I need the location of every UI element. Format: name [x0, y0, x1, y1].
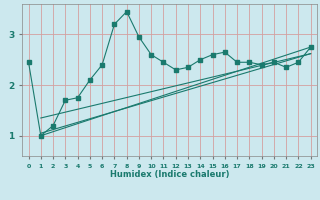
X-axis label: Humidex (Indice chaleur): Humidex (Indice chaleur)	[110, 170, 229, 179]
